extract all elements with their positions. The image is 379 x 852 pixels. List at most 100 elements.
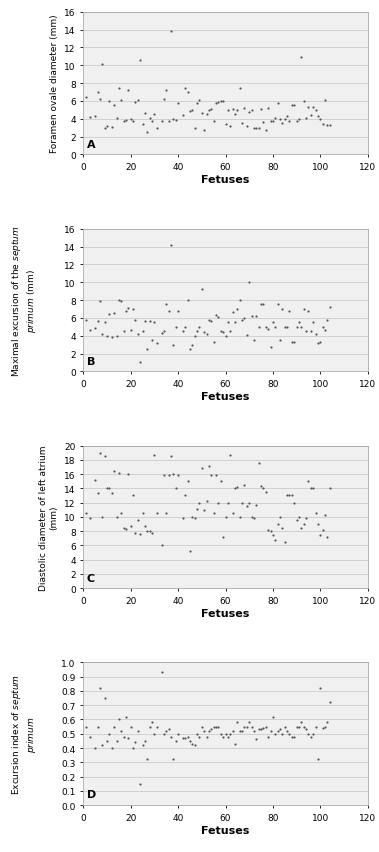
Point	[151, 727, 158, 740]
Point	[263, 124, 269, 137]
Point	[149, 115, 155, 129]
Point	[265, 102, 271, 116]
Point	[298, 320, 304, 334]
Point	[324, 531, 330, 544]
Point	[260, 481, 266, 495]
Point	[137, 527, 143, 541]
Point	[258, 480, 264, 493]
Point	[253, 310, 259, 324]
Point	[95, 720, 101, 734]
Point	[147, 525, 153, 538]
Point	[277, 334, 283, 348]
Point	[173, 482, 179, 496]
Point	[291, 730, 297, 744]
Point	[291, 99, 297, 112]
Point	[308, 730, 314, 744]
Point	[170, 112, 176, 126]
Point	[222, 330, 229, 343]
Point	[298, 521, 304, 535]
Point	[149, 527, 155, 540]
Point	[128, 324, 134, 337]
Point	[149, 716, 155, 729]
Point	[163, 298, 169, 312]
Point	[208, 722, 215, 736]
Point	[291, 336, 297, 349]
Point	[185, 294, 191, 308]
Point	[312, 104, 318, 118]
Point	[255, 320, 262, 334]
Point	[137, 54, 143, 67]
Point	[106, 308, 113, 322]
Point	[168, 730, 174, 744]
Point	[92, 741, 98, 755]
Point	[208, 469, 215, 483]
Point	[241, 312, 247, 325]
Point	[166, 722, 172, 736]
Point	[163, 507, 169, 521]
Point	[255, 722, 262, 736]
Point	[83, 314, 89, 327]
Point	[322, 94, 328, 107]
Point	[161, 93, 167, 106]
Point	[296, 510, 302, 524]
Point	[208, 315, 215, 329]
Point	[225, 104, 231, 118]
Point	[249, 720, 255, 734]
Point	[244, 120, 250, 134]
Point	[88, 324, 94, 337]
Point	[182, 489, 188, 503]
Point	[211, 336, 217, 349]
Point	[213, 469, 219, 483]
Point	[102, 316, 108, 330]
Point	[239, 118, 245, 131]
Point	[287, 304, 293, 318]
Point	[301, 302, 307, 316]
Point	[130, 489, 136, 503]
Point	[208, 103, 215, 117]
Point	[282, 112, 288, 126]
Point	[133, 96, 139, 110]
Point	[253, 122, 259, 135]
Point	[92, 110, 98, 124]
Point	[239, 496, 245, 509]
Point	[125, 731, 132, 745]
Point	[222, 118, 229, 132]
Point	[268, 724, 274, 738]
Point	[251, 512, 257, 526]
Point	[154, 122, 160, 135]
Point	[199, 462, 205, 475]
Y-axis label: Foramen ovale diameter (mm): Foramen ovale diameter (mm)	[50, 14, 59, 153]
Point	[215, 96, 221, 110]
Point	[130, 116, 136, 130]
Point	[213, 309, 219, 323]
Point	[139, 739, 146, 752]
Point	[246, 716, 252, 729]
Point	[204, 328, 210, 342]
Point	[317, 336, 323, 349]
Point	[194, 325, 200, 338]
Point	[315, 110, 321, 124]
Point	[194, 503, 200, 516]
Point	[128, 520, 134, 533]
Point	[258, 297, 264, 311]
Point	[327, 482, 333, 496]
Point	[161, 325, 167, 338]
Point	[158, 539, 164, 553]
Point	[189, 737, 196, 751]
Point	[218, 95, 224, 109]
Point	[128, 112, 134, 126]
Point	[192, 122, 198, 135]
Point	[180, 511, 186, 525]
Point	[194, 727, 200, 740]
Point	[173, 113, 179, 127]
Point	[104, 120, 110, 134]
Point	[244, 500, 250, 514]
Point	[279, 727, 285, 740]
Point	[234, 716, 240, 729]
Point	[187, 734, 193, 748]
Point	[222, 727, 229, 740]
Point	[97, 295, 103, 308]
Point	[111, 308, 117, 321]
Point	[199, 283, 205, 296]
Point	[253, 733, 259, 746]
